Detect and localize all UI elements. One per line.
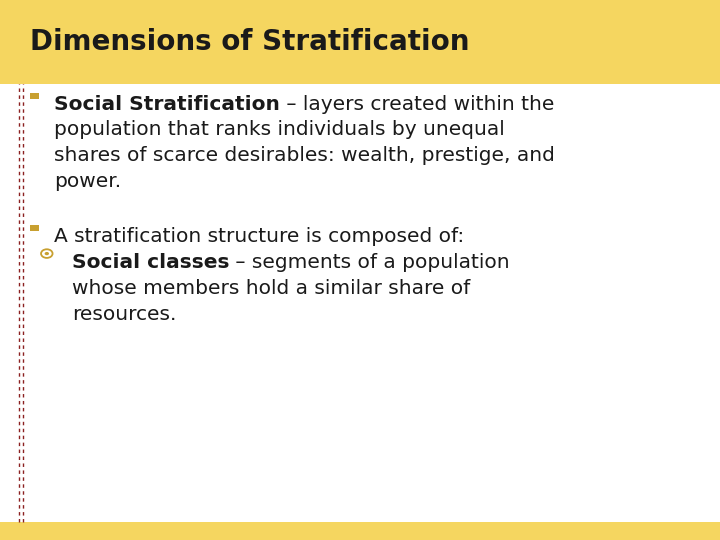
Text: – segments of a population: – segments of a population (230, 253, 510, 272)
Text: shares of scarce desirables: wealth, prestige, and: shares of scarce desirables: wealth, pre… (54, 146, 555, 165)
Text: resources.: resources. (72, 305, 176, 323)
Text: – layers created within the: – layers created within the (280, 94, 554, 113)
Circle shape (41, 249, 53, 258)
Bar (30, 92, 39, 99)
Text: population that ranks individuals by unequal: population that ranks individuals by une… (54, 120, 505, 139)
Text: Dimensions of Stratification: Dimensions of Stratification (30, 28, 469, 56)
Text: Social Stratification: Social Stratification (54, 94, 280, 113)
Text: A stratification structure is composed of:: A stratification structure is composed o… (54, 227, 464, 246)
Bar (0, 0, 720, 84)
Text: power.: power. (54, 172, 121, 191)
Circle shape (45, 252, 49, 255)
Bar (0, 522, 720, 540)
Text: whose members hold a similar share of: whose members hold a similar share of (72, 279, 470, 298)
Text: Social classes: Social classes (72, 253, 230, 272)
Bar (30, 225, 39, 231)
